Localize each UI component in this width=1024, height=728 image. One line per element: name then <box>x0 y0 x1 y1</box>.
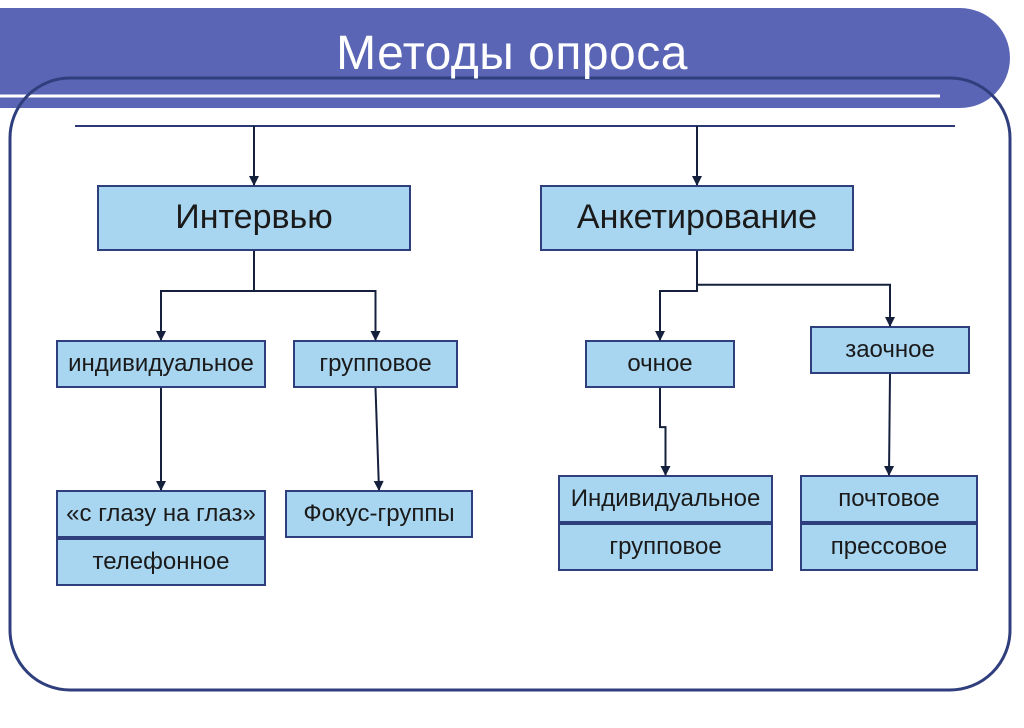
node-group: групповое <box>293 340 458 388</box>
node-indiv: индивидуальное <box>56 340 266 388</box>
arrow-survey-to-zaochnoe <box>697 251 890 326</box>
arrow-interview-to-group <box>254 251 376 340</box>
arrow-zaochnoe-to-post <box>889 374 890 475</box>
node-phone: телефонное <box>56 538 266 586</box>
slide-stage: Методы опроса Интервью Анкетирование индиви… <box>0 0 1024 728</box>
node-zaochnoe: заочное <box>810 326 970 374</box>
arrow-survey-to-ochnoe <box>660 251 697 340</box>
arrow-group-to-focus <box>376 388 380 490</box>
node-eye2eye: «с глазу на глаз» <box>56 490 266 538</box>
node-focus: Фокус-группы <box>285 490 473 538</box>
node-survey: Анкетирование <box>540 185 854 251</box>
node-group2: групповое <box>558 523 773 571</box>
node-indiv2: Индивидуальное <box>558 475 773 523</box>
node-post: почтовое <box>800 475 978 523</box>
node-interview: Интервью <box>97 185 411 251</box>
slide-title: Методы опроса <box>0 12 1024 96</box>
node-ochnoe: очное <box>585 340 735 388</box>
arrow-interview-to-indiv <box>161 251 254 340</box>
arrow-ochnoe-to-indiv2 <box>660 388 666 475</box>
node-press: прессовое <box>800 523 978 571</box>
